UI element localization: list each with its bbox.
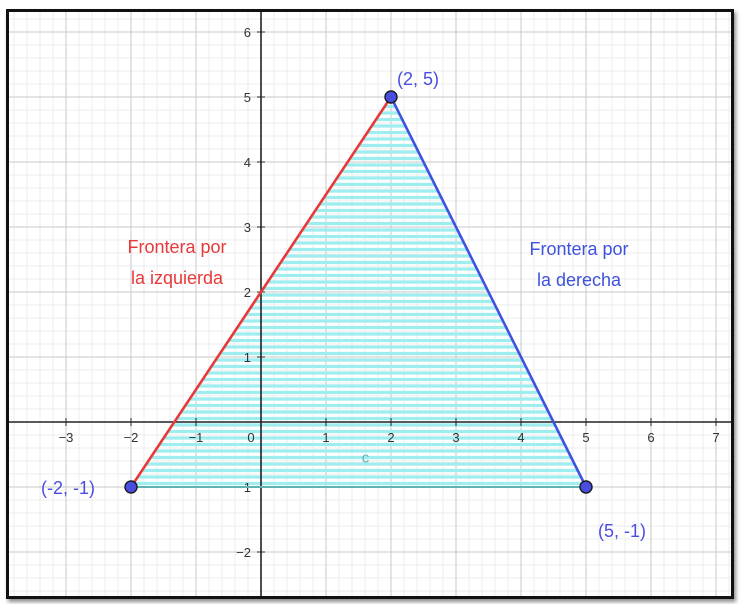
x-tick-label: −2 <box>124 430 139 445</box>
y-tick-label: 4 <box>244 155 251 170</box>
x-tick-label: −3 <box>59 430 74 445</box>
x-tick-label: 7 <box>712 430 719 445</box>
triangle-edges <box>129 95 588 489</box>
graph-canvas[interactable]: −3 −2 −1 0 1 2 3 4 5 6 7 6 5 4 3 2 1 −1 … <box>9 12 731 596</box>
vertex-labels: (-2, -1) (2, 5) (5, -1) <box>41 69 646 541</box>
axes <box>9 12 731 596</box>
vertex-point-a[interactable] <box>124 480 138 494</box>
vertex-label-b: (2, 5) <box>397 69 439 89</box>
right-annotation-line1: Frontera por <box>529 239 628 259</box>
x-tick-labels: −3 −2 −1 0 1 2 3 4 5 6 7 <box>59 430 720 445</box>
left-boundary-line[interactable] <box>129 95 393 489</box>
right-annotation-line2: la derecha <box>537 270 622 290</box>
x-tick-label: 3 <box>452 430 459 445</box>
right-boundary-annotation: Frontera por la derecha <box>529 239 628 290</box>
vertex-label-a: (-2, -1) <box>41 478 95 498</box>
segment-label-c: c <box>362 449 370 466</box>
y-tick-label: 3 <box>244 220 251 235</box>
x-tick-label: 2 <box>387 430 394 445</box>
x-tick-label: 1 <box>322 430 329 445</box>
y-tick-label: 6 <box>244 25 251 40</box>
y-tick-label: 5 <box>244 90 251 105</box>
left-boundary-annotation: Frontera por la izquierda <box>127 237 226 288</box>
y-tick-label: 2 <box>244 285 251 300</box>
x-tick-label: 6 <box>647 430 654 445</box>
major-gridlines <box>9 12 731 596</box>
x-tick-label: 0 <box>247 430 254 445</box>
left-annotation-line1: Frontera por <box>127 237 226 257</box>
x-tick-label: 4 <box>517 430 524 445</box>
triangle-region-fill <box>131 98 586 486</box>
vertex-point-c[interactable] <box>579 480 593 494</box>
left-annotation-line2: la izquierda <box>131 268 224 288</box>
vertex-label-c: (5, -1) <box>598 521 646 541</box>
x-tick-label: −1 <box>189 430 204 445</box>
graph-frame: −3 −2 −1 0 1 2 3 4 5 6 7 6 5 4 3 2 1 −1 … <box>6 9 734 599</box>
x-tick-label: 5 <box>582 430 589 445</box>
vertex-points[interactable] <box>124 90 593 494</box>
y-tick-label: 1 <box>244 350 251 365</box>
right-boundary-line[interactable] <box>389 95 588 489</box>
y-tick-label: −2 <box>236 545 251 560</box>
minor-gridlines <box>9 12 731 596</box>
vertex-point-b[interactable] <box>384 90 398 104</box>
